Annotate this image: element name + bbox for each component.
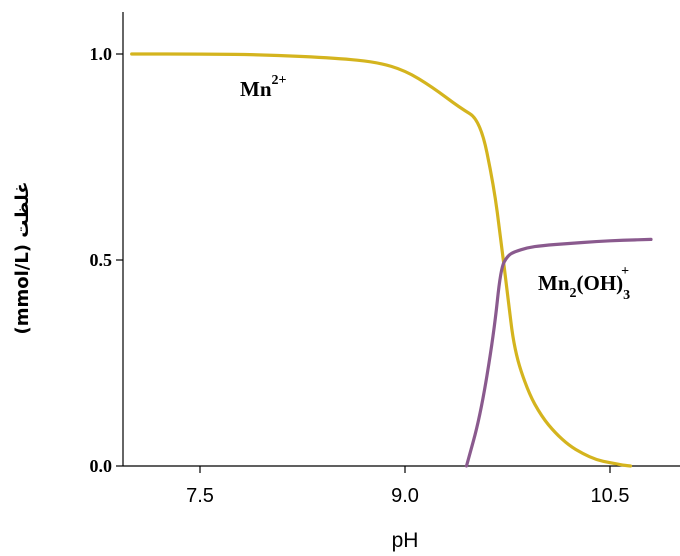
x-axis-label: pH — [392, 529, 419, 552]
annotation-mn2plus-sup: 2+ — [272, 73, 287, 88]
x-ticks: 7.5 9.0 10.5 — [186, 466, 629, 507]
y-tick-label-0: 0.0 — [90, 456, 113, 476]
x-tick-label-1: 9.0 — [391, 485, 419, 507]
annotation-mn2oh3plus-base: Mn — [538, 271, 570, 295]
y-tick-label-2: 1.0 — [90, 44, 113, 64]
annotation-mn2oh3plus-sup: + — [621, 264, 629, 279]
plot-area — [122, 12, 680, 467]
annotation-mn2oh3plus-sub2: 3 — [623, 288, 630, 303]
series-layer — [130, 52, 653, 468]
x-tick-label-2: 10.5 — [591, 485, 630, 507]
annotation-mn2oh3plus-sub1: 2 — [570, 286, 577, 301]
y-axis-label: غلظت (mmol/L) — [12, 181, 33, 334]
y-ticks: 0.0 0.5 1.0 — [90, 44, 123, 476]
annotation-mn2plus-base: Mn — [240, 77, 272, 101]
annotation-mn2oh3plus: Mn2(OH)3 + — [538, 264, 630, 303]
series-line-0 — [130, 52, 633, 468]
annotation-mn2oh3plus-mid: (OH) — [577, 271, 624, 295]
x-tick-label-0: 7.5 — [186, 485, 214, 507]
y-tick-label-1: 0.5 — [90, 250, 113, 270]
annotation-mn2plus: Mn2+ — [240, 73, 287, 101]
series-line-1 — [464, 237, 653, 468]
